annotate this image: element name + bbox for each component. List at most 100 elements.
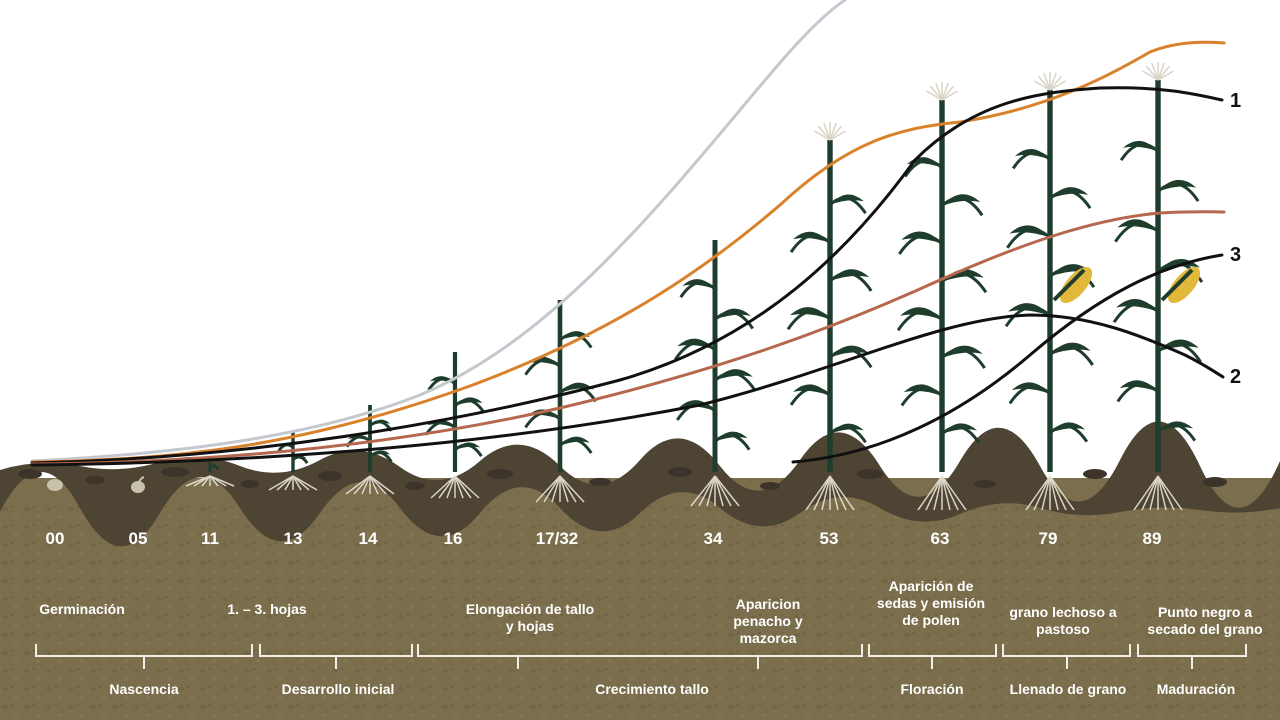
tassel-branch [1142,70,1159,81]
plant-leaf [830,269,870,282]
plant-leaf [677,338,715,351]
plant-leaf [830,345,870,358]
tassel-branch [1037,75,1051,91]
tassel-icon [814,122,846,141]
stage-code: 16 [443,529,463,548]
root [369,475,395,495]
plant-leaf [901,231,942,244]
cob-husk [1160,268,1194,302]
plant-leaf-droop [786,309,832,331]
plant-leaf [942,423,978,434]
growth-curves [30,0,1226,467]
stage-code: 13 [283,529,303,548]
plant-leaf [1050,264,1092,277]
plant-roots [805,475,855,511]
plant-leaf-droop [940,348,986,369]
corn-plant [786,122,873,511]
plant-leaf [1119,380,1158,392]
tassel-branch [829,130,846,141]
curve-1 [30,86,1224,465]
plant-leaf-droop [1008,384,1052,405]
plant-leaf-droop [1004,305,1052,328]
tassel-icon [1034,72,1066,91]
tassel-branch [941,90,958,101]
subphase-hojas: 1. – 3. hojas [227,601,307,617]
plant-leaf-droop [789,386,832,406]
stage-code: 34 [703,529,723,548]
plant-leaf-droop [1112,301,1160,324]
plant-leaf [1117,219,1158,232]
root [209,475,235,487]
plant-leaf-droop [1048,424,1089,443]
corn-plant [424,352,486,499]
plant-leaf-droop [713,371,756,391]
plant-leaf-droop [896,310,944,332]
tassel-branch [941,82,949,101]
plant-leaf [792,231,830,243]
tassel-branch [929,85,943,101]
plant-leaf-droop [208,464,220,471]
corn-plant [185,462,235,487]
root [1157,475,1183,511]
root [292,475,318,491]
tassel-branch [823,122,831,141]
phase-floracion: Floración [900,681,964,697]
plant-roots [1025,475,1075,511]
plant-leaf-droop [558,332,593,349]
plant-leaf-droop [1006,228,1052,249]
stage-code: 79 [1038,529,1058,548]
tassel-branch [814,130,831,141]
topsoil-band [0,421,1280,547]
plant-leaf [1009,225,1050,238]
stage-code: 17/32 [535,529,579,548]
root [1049,475,1075,511]
plant-leaf-droop [898,234,944,255]
tassel-branch [926,90,943,101]
plant-leaf-droop [789,234,832,254]
plant-leaf-droop [368,451,393,463]
plant-leaf [715,369,753,381]
stage-code: 63 [930,529,950,548]
subphase-germinacion: Germinación [39,601,125,617]
plant-roots [430,475,480,499]
plant-leaf-droop [828,348,873,369]
phase-maduracion: Maduración [1156,681,1236,697]
plant-leaf-droop [1156,342,1202,363]
curve-label-2: 2 [1230,366,1242,388]
subphase-punto-negro: Punto negro a secado del grano [1147,604,1263,637]
bracket-crecimiento [417,644,863,669]
plant-leaf [1122,140,1158,152]
curve-gray [30,0,847,463]
tassel-branch [1145,65,1159,81]
plant-leaf-droop [940,425,981,444]
plant-leaf-droop [1048,189,1092,210]
plant-leaf-droop [1048,345,1094,366]
corn-plants [185,62,1204,511]
plant-roots [690,475,740,507]
plant-leaf-droop [424,420,457,436]
stage-code: 05 [128,529,148,548]
plant-leaf-droop [713,310,754,330]
plant-leaf-droop [828,271,873,292]
curve-label-1: 1 [1230,90,1242,112]
plant-leaf [1008,303,1050,316]
stage-code: 53 [819,529,839,548]
root [454,475,480,499]
plant-leaf [1050,187,1089,199]
tassel-branch [829,122,837,141]
tassel-branch [1157,70,1174,81]
bracket-nascencia [35,644,253,669]
plant-leaf-droop [674,341,717,361]
tassel-branch [829,125,843,141]
plant-leaf-droop [453,443,483,458]
plant-leaf [790,307,830,320]
topsoil-clumps [18,467,1227,490]
plant-leaf-droop [427,377,457,391]
plant-leaf [1050,422,1086,433]
tassel-icon [1142,62,1174,81]
plant-roots [1133,475,1183,511]
seed-icon [47,479,63,491]
plant-leaf-droop [828,425,867,444]
plant-leaf [1158,179,1197,192]
